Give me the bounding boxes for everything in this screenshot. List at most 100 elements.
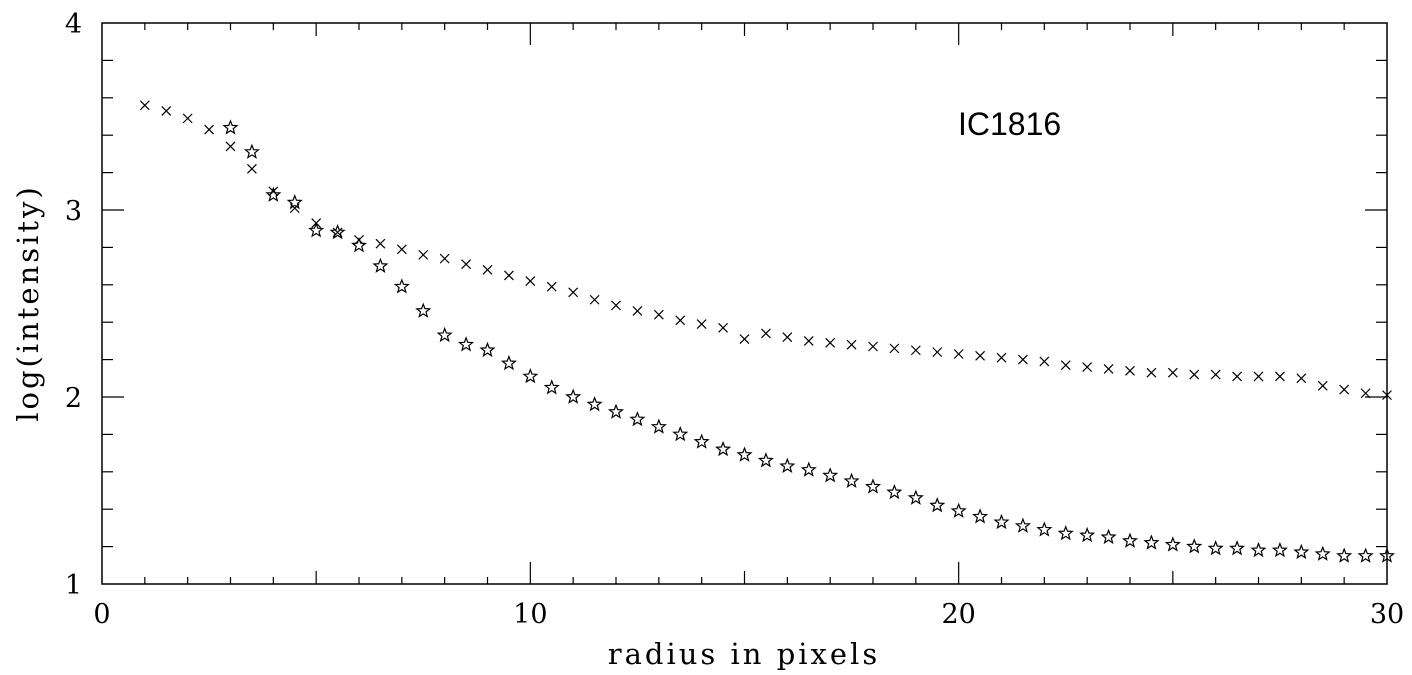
star-point <box>436 326 453 343</box>
cross-point <box>675 315 686 326</box>
cross-point <box>1103 364 1114 374</box>
cross-point <box>1189 369 1200 380</box>
cross-point <box>396 244 407 255</box>
x-tick-label: 0 <box>93 599 110 630</box>
cross-point <box>268 186 279 197</box>
star-point <box>607 403 625 419</box>
cross-point <box>803 335 814 346</box>
cross-point <box>161 105 172 116</box>
star-point <box>372 257 389 273</box>
x-tick-label: 10 <box>513 599 547 630</box>
y-axis-label: log(intensity) <box>11 184 45 422</box>
star-point <box>393 278 410 294</box>
star-point <box>243 143 260 159</box>
cross-point <box>1125 365 1135 376</box>
star-point <box>1293 543 1310 560</box>
star-point <box>522 367 539 384</box>
star-point <box>1229 539 1246 556</box>
star-point <box>1378 547 1396 563</box>
cross-point <box>953 349 964 359</box>
cross-point <box>632 306 643 316</box>
cross-point <box>1017 354 1028 365</box>
star-point <box>907 489 924 505</box>
cross-point <box>760 328 771 339</box>
star-point <box>972 508 989 524</box>
cross-point <box>568 287 579 298</box>
cross-point <box>611 300 621 311</box>
plot-frame <box>101 22 1388 585</box>
y-tick-label: 4 <box>65 9 82 40</box>
y-tick-label: 1 <box>65 570 82 601</box>
star-point <box>1250 541 1267 558</box>
star-point <box>1314 545 1331 561</box>
star-point <box>1186 538 1203 554</box>
cross-point <box>932 347 943 358</box>
star-point <box>286 194 303 210</box>
star-point <box>843 472 860 489</box>
cross-point <box>461 259 472 270</box>
star-point <box>736 446 753 462</box>
star-point <box>415 302 432 318</box>
star-point <box>1143 534 1160 550</box>
cross-point <box>739 334 750 344</box>
star-point <box>350 237 368 253</box>
cross-point <box>1296 373 1307 384</box>
star-point <box>950 502 967 518</box>
star-point <box>500 354 517 371</box>
cross-point <box>1274 371 1285 382</box>
cross-point <box>482 264 493 275</box>
cross-point <box>418 249 429 260</box>
cross-point <box>1146 367 1157 378</box>
star-point <box>1036 521 1053 537</box>
cross-point <box>204 124 215 135</box>
cross-point <box>1339 384 1350 395</box>
star-point <box>1336 547 1353 563</box>
star-point <box>586 396 603 412</box>
cross-point <box>1253 371 1264 382</box>
cross-point <box>868 341 878 352</box>
cross-point <box>1317 380 1328 391</box>
star-point <box>1100 528 1117 545</box>
cross-point <box>1167 367 1178 378</box>
star-point <box>800 461 817 477</box>
data-points <box>139 100 1396 563</box>
star-point <box>1357 547 1374 563</box>
star-point <box>715 440 732 457</box>
cross-point <box>375 238 386 249</box>
y-tick-label: 2 <box>65 383 82 414</box>
star-point <box>1271 541 1288 558</box>
star-point <box>458 336 475 352</box>
cross-point <box>996 352 1007 363</box>
cross-point <box>182 113 193 124</box>
cross-point <box>889 343 900 354</box>
cross-point <box>225 141 236 152</box>
star-point <box>864 478 882 494</box>
cross-point <box>825 337 836 348</box>
cross-point <box>653 309 664 320</box>
star-point <box>929 496 946 513</box>
star-point <box>672 425 689 442</box>
cross-point <box>1360 388 1371 399</box>
cross-point <box>846 339 857 350</box>
star-point <box>222 119 239 135</box>
cross-point <box>718 322 729 333</box>
cross-point <box>1382 390 1392 401</box>
cross-point <box>910 345 921 356</box>
star-point <box>1057 525 1074 541</box>
y-tick-label: 3 <box>65 196 82 227</box>
star-point <box>650 418 667 434</box>
star-point <box>1079 526 1096 543</box>
star-point <box>565 388 582 404</box>
star-point <box>779 457 796 474</box>
star-point <box>1014 517 1031 533</box>
cross-point <box>589 294 600 305</box>
star-point <box>629 410 646 427</box>
cross-point <box>975 350 986 361</box>
x-tick-label: 30 <box>1370 599 1404 630</box>
galaxy-label: IC1816 <box>958 106 1061 142</box>
star-point <box>308 222 325 238</box>
x-axis-label: radius in pixels <box>608 637 880 671</box>
cross-point <box>525 276 536 286</box>
cross-point <box>139 100 150 111</box>
